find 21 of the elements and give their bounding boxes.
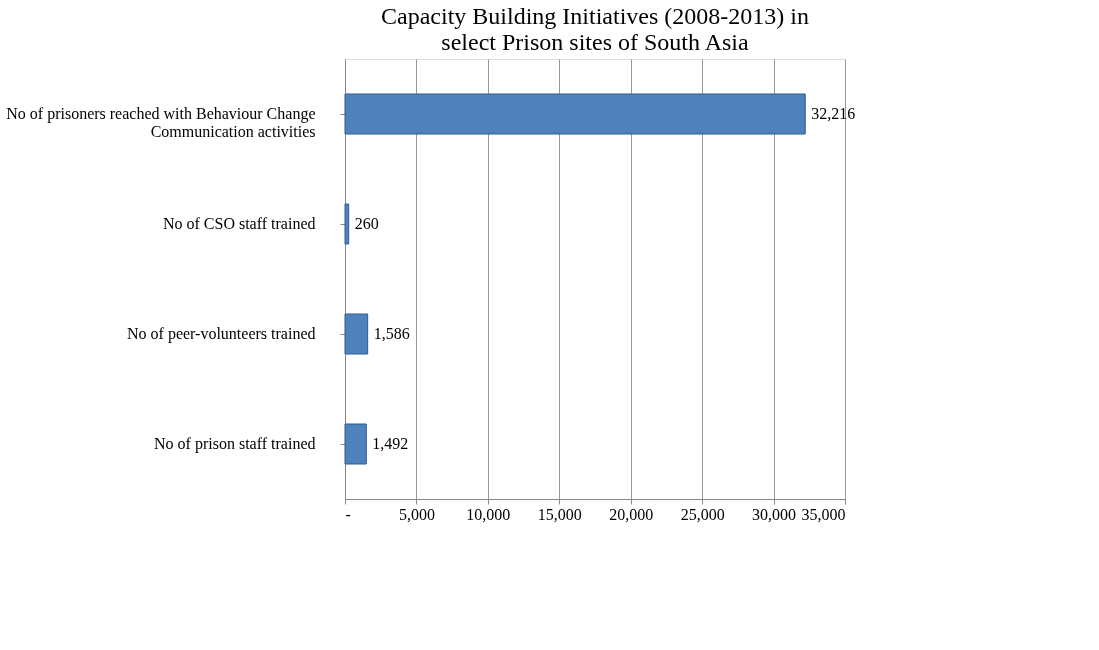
- data-label: 260: [354, 215, 379, 232]
- x-tick-label: 5,000: [398, 505, 435, 523]
- y-tick-label: No of prison staff trained: [154, 435, 316, 453]
- chart-title: Capacity Building Initiatives (2008-2013) in select Prison sites of South Asia: [381, 3, 809, 55]
- x-tick-label: 35,000: [801, 505, 846, 523]
- x-tick-label: 20,000: [609, 505, 654, 523]
- data-label: 1,492: [372, 435, 409, 452]
- bar: [344, 203, 350, 245]
- bar: [344, 313, 369, 355]
- x-tick-label: 15,000: [537, 505, 582, 523]
- y-tick-label: No of peer-volunteers trained: [127, 325, 316, 343]
- x-tick-label: -: [345, 505, 351, 523]
- data-label: 32,216: [811, 105, 856, 122]
- x-tick-label: 10,000: [466, 505, 511, 523]
- y-tick-label: No of prisoners reached with Behaviour Change Communication activities: [6, 105, 316, 140]
- y-tick-label: No of CSO staff trained: [162, 215, 316, 232]
- bar: [344, 93, 806, 135]
- x-tick-label: 30,000: [752, 505, 797, 523]
- bar: [344, 423, 367, 465]
- x-tick-label: 25,000: [680, 505, 725, 523]
- data-label: 1,586: [373, 325, 410, 342]
